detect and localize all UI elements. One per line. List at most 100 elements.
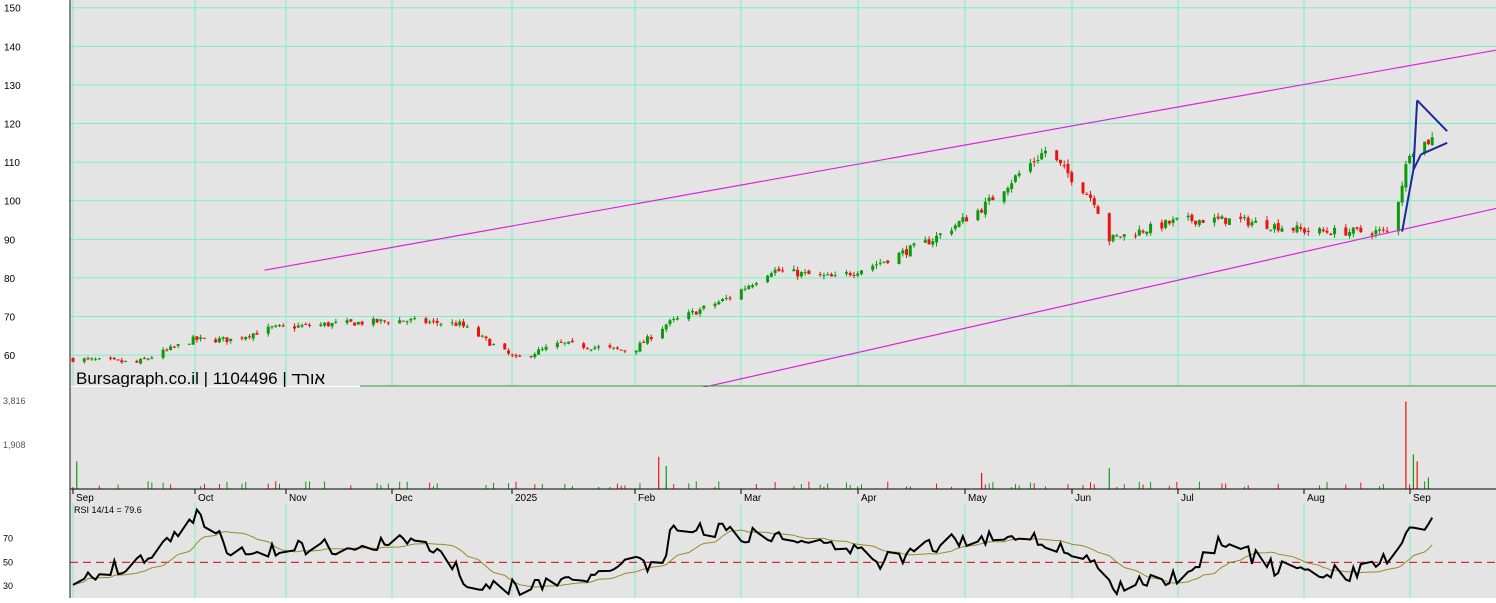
candle-body bbox=[165, 349, 169, 351]
candle-body bbox=[953, 225, 957, 229]
candle-body bbox=[507, 350, 511, 354]
candle-body bbox=[94, 359, 98, 361]
candle-body bbox=[424, 318, 428, 323]
x-tick-label: Dec bbox=[395, 493, 413, 504]
candle-body bbox=[1318, 228, 1322, 234]
candle-body bbox=[510, 354, 514, 356]
candle-body bbox=[360, 321, 364, 325]
candle-body bbox=[1295, 225, 1299, 233]
candle-body bbox=[803, 272, 807, 274]
candle-body bbox=[191, 336, 195, 345]
candle-body bbox=[623, 350, 627, 352]
candle-body bbox=[1002, 191, 1006, 202]
candle-body bbox=[645, 336, 649, 344]
candle-body bbox=[1119, 236, 1123, 238]
x-axis-band bbox=[70, 489, 1496, 503]
candle-body bbox=[1190, 214, 1194, 221]
candle-body bbox=[1303, 228, 1307, 233]
candle-body bbox=[694, 311, 698, 315]
candle-body bbox=[1404, 164, 1408, 188]
volume-y-axis-labels: 3,816 1,908 bbox=[3, 396, 26, 450]
candle-body bbox=[822, 275, 826, 277]
x-tick-label: Mar bbox=[744, 493, 762, 504]
candle-body bbox=[458, 321, 462, 326]
candle-body bbox=[1194, 220, 1198, 225]
candle-body bbox=[86, 358, 90, 360]
candle-body bbox=[634, 350, 638, 353]
candle-body bbox=[1348, 232, 1352, 236]
price-tick-label: 80 bbox=[4, 274, 16, 285]
candle-body bbox=[514, 355, 518, 357]
candle-body bbox=[567, 341, 571, 344]
candle-body bbox=[1423, 141, 1427, 154]
candle-body bbox=[1381, 229, 1385, 231]
candle-body bbox=[221, 337, 225, 339]
price-tick-label: 60 bbox=[4, 351, 16, 362]
candle-body bbox=[672, 318, 676, 320]
candle-body bbox=[244, 336, 248, 340]
candle-body bbox=[503, 343, 507, 350]
candle-body bbox=[717, 301, 721, 305]
candle-body bbox=[398, 320, 402, 324]
candle-body bbox=[1291, 227, 1295, 231]
candle-body bbox=[255, 332, 259, 335]
price-tick-label: 120 bbox=[4, 120, 21, 131]
candle-body bbox=[1355, 227, 1359, 229]
candle-body bbox=[375, 318, 379, 323]
rsi-y-axis-labels: 70 50 30 bbox=[3, 534, 13, 592]
candle-body bbox=[488, 339, 492, 346]
chart-watermark: Bursagraph.co.il | 1104496 | אורד bbox=[76, 369, 325, 388]
candle-body bbox=[1426, 139, 1430, 145]
candle-body bbox=[597, 346, 601, 348]
candle-body bbox=[1062, 165, 1066, 167]
candle-body bbox=[1374, 230, 1378, 235]
candle-body bbox=[570, 340, 574, 343]
candle-body bbox=[112, 357, 116, 360]
candle-body bbox=[1070, 172, 1074, 183]
candle-body bbox=[585, 348, 589, 350]
price-panel-bg bbox=[70, 0, 1496, 386]
candle-body bbox=[555, 342, 559, 348]
candle-body bbox=[1137, 229, 1141, 236]
candle-body bbox=[769, 273, 773, 277]
candle-body bbox=[859, 270, 863, 275]
candle-body bbox=[1239, 216, 1243, 219]
candle-body bbox=[353, 322, 357, 326]
candle-body bbox=[743, 288, 747, 290]
candle-body bbox=[912, 243, 916, 246]
candle-body bbox=[882, 261, 886, 263]
candle-body bbox=[135, 360, 139, 363]
x-tick-label: Oct bbox=[198, 493, 214, 504]
candle-body bbox=[1254, 220, 1258, 223]
volume-bars bbox=[72, 401, 1430, 489]
candle-body bbox=[82, 358, 86, 362]
x-tick-label: Jul bbox=[1181, 493, 1194, 504]
candle-body bbox=[386, 322, 390, 324]
candle-body bbox=[1325, 230, 1329, 233]
candle-body bbox=[1013, 175, 1017, 182]
candle-body bbox=[615, 347, 619, 349]
candle-body bbox=[687, 312, 691, 320]
candle-body bbox=[976, 210, 980, 221]
candle-body bbox=[897, 252, 901, 264]
candle-body bbox=[334, 321, 338, 323]
candle-body bbox=[871, 265, 875, 270]
rsi-label: RSI 14/14 = 79.6 bbox=[74, 505, 142, 515]
rsi-vertical-grid bbox=[72, 503, 1411, 598]
candle-body bbox=[923, 239, 927, 243]
candle-body bbox=[1175, 217, 1179, 220]
candle-body bbox=[1145, 231, 1149, 235]
candle-body bbox=[1186, 215, 1190, 218]
candle-body bbox=[1036, 159, 1040, 161]
candle-body bbox=[1385, 230, 1389, 232]
candle-body bbox=[829, 274, 833, 277]
candle-body bbox=[533, 354, 537, 358]
candle-body bbox=[905, 249, 909, 255]
candle-body bbox=[405, 321, 409, 323]
candle-body bbox=[266, 326, 270, 334]
candle-body bbox=[642, 342, 646, 344]
candle-body bbox=[751, 285, 755, 288]
candle-body bbox=[251, 333, 255, 339]
price-tick-label: 150 bbox=[4, 4, 21, 15]
